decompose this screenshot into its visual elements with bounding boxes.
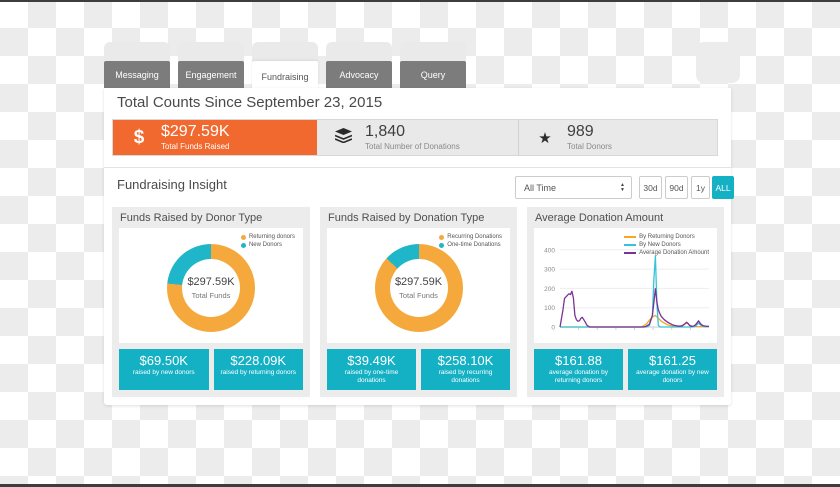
- stat-total-funds-raised: $ $297.59K Total Funds Raised: [113, 120, 317, 155]
- dashboard-panel: Total Counts Since September 23, 2015 $ …: [104, 88, 734, 405]
- tab-messaging-label[interactable]: Messaging: [104, 61, 170, 88]
- stat-total-donors: ★ 989 Total Donors: [518, 120, 717, 155]
- tab-engagement[interactable]: Engagement: [178, 42, 244, 88]
- stat-value: 1,840: [365, 123, 406, 140]
- range-button-1y[interactable]: 1y: [691, 176, 710, 199]
- donut-ring: $297.59K Total Funds: [374, 244, 463, 332]
- stat-label: Total Funds Raised: [161, 142, 230, 151]
- legend-line-swatch: [624, 244, 637, 246]
- donut-chart-donation-type: Recurring Donations One-time Donations $…: [327, 228, 510, 343]
- legend-line-swatch: [624, 252, 637, 254]
- donut-center: $297.59K Total Funds: [182, 259, 240, 317]
- legend-line-swatch: [624, 236, 637, 238]
- image-bottom-border: [0, 484, 840, 487]
- time-range-select[interactable]: All Time ▲ ▼: [515, 176, 632, 199]
- one-time-donations-total-button[interactable]: $39.49K raised by one-time donations: [327, 349, 416, 390]
- avg-returning-donation-button[interactable]: $161.88 average donation by returning do…: [534, 349, 623, 390]
- chart-legend: By Returning Donors By New Donors Averag…: [624, 234, 709, 256]
- tab-bar: Messaging Engagement Fundraising Advocac…: [104, 42, 466, 92]
- card-average-donation-amount: Average Donation Amount By Returning Don…: [527, 207, 724, 397]
- layers-icon: [333, 127, 353, 148]
- new-donors-total-button[interactable]: $69.50K raised by new donors: [119, 349, 209, 390]
- star-icon: ★: [538, 129, 552, 147]
- recurring-donations-total-button[interactable]: $258.10K raised by recurring donations: [421, 349, 510, 390]
- legend-dot: [439, 242, 445, 248]
- insight-title: Fundraising Insight: [117, 177, 227, 192]
- card-funds-by-donor-type: Funds Raised by Donor Type Returning don…: [112, 207, 310, 397]
- stat-value: 989: [567, 123, 594, 140]
- line-chart-average-donation: By Returning Donors By New Donors Averag…: [534, 228, 717, 343]
- svg-text:300: 300: [544, 267, 555, 274]
- dollar-icon: $: [133, 126, 145, 148]
- card-funds-by-donation-type: Funds Raised by Donation Type Recurring …: [320, 207, 517, 397]
- avg-new-donation-button[interactable]: $161.25 average donation by new donors: [628, 349, 717, 390]
- legend-dot: [240, 234, 246, 240]
- summary-title: Total Counts Since September 23, 2015: [117, 94, 383, 111]
- donut-center: $297.59K Total Funds: [389, 259, 448, 317]
- range-button-90d[interactable]: 90d: [665, 176, 688, 199]
- range-button-all[interactable]: ALL: [712, 176, 734, 199]
- tab-engagement-label[interactable]: Engagement: [178, 61, 244, 88]
- card-title: Funds Raised by Donation Type: [328, 212, 485, 224]
- tab-messaging[interactable]: Messaging: [104, 42, 170, 88]
- stat-total-donations: 1,840 Total Number of Donations: [317, 120, 518, 155]
- legend-dot: [240, 242, 246, 248]
- stat-label: Total Number of Donations: [365, 142, 460, 151]
- card-stat-buttons: $161.88 average donation by returning do…: [534, 349, 717, 390]
- tab-fundraising[interactable]: Fundraising: [252, 42, 318, 92]
- svg-text:400: 400: [544, 247, 555, 254]
- chart-legend: Returning donors New Donors: [240, 234, 295, 248]
- svg-text:0: 0: [551, 325, 555, 332]
- tab-query[interactable]: Query: [400, 42, 466, 88]
- donut-chart-donor-type: Returning donors New Donors $297.59K Tot…: [119, 228, 303, 343]
- tab-advocacy[interactable]: Advocacy: [326, 42, 392, 88]
- stat-bar: $ $297.59K Total Funds Raised 1,840 Tota…: [112, 119, 718, 156]
- stat-label: Total Donors: [567, 142, 612, 151]
- tab-band: Messaging Engagement Fundraising Advocac…: [104, 42, 740, 92]
- select-stepper-icon: ▲ ▼: [620, 181, 625, 193]
- svg-text:100: 100: [544, 305, 555, 312]
- donut-ring: $297.59K Total Funds: [167, 244, 255, 332]
- card-stat-buttons: $39.49K raised by one-time donations $25…: [327, 349, 510, 390]
- returning-donors-total-button[interactable]: $228.09K raised by returning donors: [213, 349, 303, 390]
- chart-legend: Recurring Donations One-time Donations: [439, 234, 502, 248]
- card-title: Average Donation Amount: [535, 212, 664, 224]
- stat-value: $297.59K: [161, 123, 230, 140]
- card-title: Funds Raised by Donor Type: [120, 212, 263, 224]
- section-divider: [104, 167, 731, 168]
- tab-fundraising-label[interactable]: Fundraising: [252, 61, 318, 92]
- range-button-30d[interactable]: 30d: [639, 176, 662, 199]
- time-range-value: All Time: [524, 182, 557, 193]
- tab-query-label[interactable]: Query: [400, 61, 466, 88]
- image-top-border: [0, 0, 840, 2]
- card-stat-buttons: $69.50K raised by new donors $228.09K ra…: [119, 349, 303, 390]
- svg-text:200: 200: [544, 286, 555, 293]
- tab-advocacy-label[interactable]: Advocacy: [326, 61, 392, 88]
- band-right-corner: [696, 42, 740, 83]
- legend-dot: [439, 234, 445, 240]
